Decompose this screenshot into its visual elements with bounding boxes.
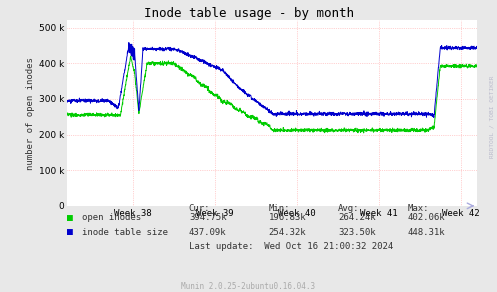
- Y-axis label: number of open inodes: number of open inodes: [26, 57, 35, 170]
- Text: inode table size: inode table size: [82, 228, 168, 237]
- Text: 448.31k: 448.31k: [408, 228, 445, 237]
- Text: Cur:: Cur:: [189, 204, 210, 213]
- Text: ■: ■: [67, 227, 73, 237]
- Text: open inodes: open inodes: [82, 213, 141, 222]
- Text: Inode table usage - by month: Inode table usage - by month: [144, 7, 353, 20]
- Text: RRDTOOL / TOBI OETIKER: RRDTOOL / TOBI OETIKER: [490, 76, 495, 158]
- Text: ■: ■: [67, 213, 73, 223]
- Text: 196.83k: 196.83k: [268, 213, 306, 222]
- Text: 323.50k: 323.50k: [338, 228, 376, 237]
- Text: Min:: Min:: [268, 204, 290, 213]
- Text: 254.32k: 254.32k: [268, 228, 306, 237]
- Text: 264.24k: 264.24k: [338, 213, 376, 222]
- Text: 394.75k: 394.75k: [189, 213, 227, 222]
- Text: 437.09k: 437.09k: [189, 228, 227, 237]
- Text: Max:: Max:: [408, 204, 429, 213]
- Text: 402.06k: 402.06k: [408, 213, 445, 222]
- Text: Last update:  Wed Oct 16 21:00:32 2024: Last update: Wed Oct 16 21:00:32 2024: [189, 242, 393, 251]
- Text: Munin 2.0.25-2ubuntu0.16.04.3: Munin 2.0.25-2ubuntu0.16.04.3: [181, 281, 316, 291]
- Text: Avg:: Avg:: [338, 204, 359, 213]
